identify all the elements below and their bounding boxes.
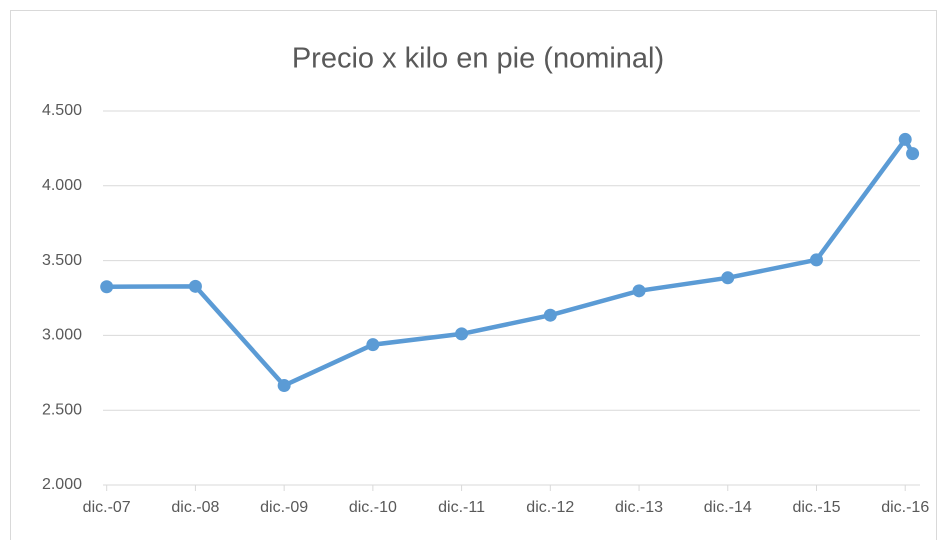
data-point (100, 280, 114, 294)
y-tick-label: 4.500 (42, 102, 82, 119)
data-point (277, 379, 291, 393)
data-point (721, 271, 735, 285)
data-point (366, 338, 380, 352)
data-point (809, 253, 823, 267)
data-point (632, 284, 646, 298)
data-point (188, 279, 202, 293)
y-tick-label: 4.000 (42, 177, 82, 194)
x-tick-label: dic.-09 (260, 499, 308, 516)
x-tick-label: dic.-10 (349, 499, 397, 516)
x-tick-label: dic.-12 (526, 499, 574, 516)
y-tick-label: 2.000 (42, 476, 82, 493)
x-tick-label: dic.-14 (704, 499, 752, 516)
x-tick-label: dic.-07 (83, 499, 131, 516)
data-point (455, 327, 469, 341)
y-tick-label: 3.500 (42, 252, 82, 269)
x-tick-label: dic.-16 (881, 499, 929, 516)
x-tick-label: dic.-13 (615, 499, 663, 516)
chart-title: Precio x kilo en pie (nominal) (292, 43, 664, 75)
data-point (906, 147, 920, 161)
y-tick-label: 3.000 (42, 327, 82, 344)
chart-frame (10, 10, 937, 540)
x-tick-label: dic.-11 (438, 499, 485, 516)
x-tick-label: dic.-15 (792, 499, 840, 516)
data-point (898, 132, 912, 146)
y-tick-label: 2.500 (42, 401, 82, 418)
data-point (543, 308, 557, 322)
x-tick-label: dic.-08 (171, 499, 219, 516)
